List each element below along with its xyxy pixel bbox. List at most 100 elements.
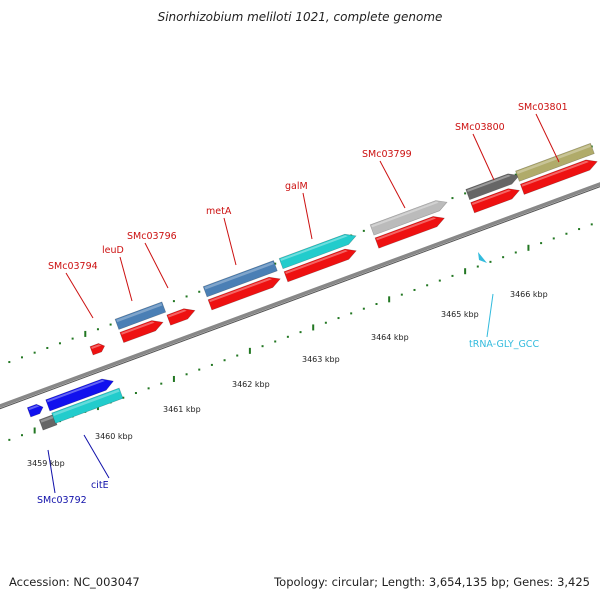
lower-tick-dot bbox=[312, 324, 315, 331]
gene-smc03800 bbox=[465, 173, 520, 201]
gene-cite bbox=[51, 387, 124, 424]
gene-smc03799 bbox=[369, 200, 448, 236]
lower-tick-dot bbox=[388, 296, 391, 303]
cds-smc03801-red bbox=[519, 159, 598, 195]
genome-backbone bbox=[0, 182, 600, 408]
lower-tick-dot bbox=[476, 265, 479, 268]
upper-tick-dot bbox=[274, 262, 277, 265]
gene-smc03801-highlight bbox=[516, 144, 591, 174]
lower-tick-dot bbox=[122, 396, 125, 399]
lower-tick-dot bbox=[514, 251, 517, 254]
cds-smc03792-blue bbox=[45, 378, 114, 412]
cds-smc03796-red-highlight bbox=[168, 309, 187, 318]
cds-smc03794-shape bbox=[89, 343, 106, 356]
gene-label-galm: galM bbox=[285, 181, 308, 192]
label-leader-line bbox=[379, 160, 406, 209]
label-leader-line bbox=[119, 256, 133, 302]
cds-blue-small-shape bbox=[26, 403, 44, 418]
cds-smc03800-red bbox=[470, 188, 521, 214]
kbp-tick-label: 3463 kbp bbox=[302, 355, 340, 364]
gene-label-leud: leuD bbox=[102, 245, 124, 256]
lower-tick-dot bbox=[198, 368, 201, 371]
gene-smc03800-highlight bbox=[467, 174, 511, 192]
cds-smc03796-red bbox=[166, 308, 196, 326]
lower-tick-dot bbox=[464, 268, 467, 275]
kbp-tick-label: 3465 kbp bbox=[441, 310, 479, 319]
lower-tick-dot bbox=[33, 427, 36, 434]
gene-cite-shape bbox=[51, 387, 124, 424]
upper-tick-dot bbox=[84, 330, 87, 337]
lower-tick-dot bbox=[413, 288, 416, 291]
upper-tick-dot bbox=[362, 229, 365, 232]
lower-tick-dot bbox=[147, 387, 150, 390]
lower-tick-dot bbox=[362, 307, 365, 310]
gene-label-cite: citE bbox=[91, 480, 109, 491]
upper-tick-dot bbox=[20, 356, 23, 359]
upper-tick-dot bbox=[109, 323, 112, 326]
label-leader-line bbox=[302, 192, 313, 240]
label-leader-line bbox=[535, 113, 560, 163]
cds-smc03800-red-shape bbox=[470, 188, 521, 214]
cds-smc03800-red-highlight bbox=[471, 189, 512, 206]
lower-tick-dot bbox=[540, 242, 543, 245]
kbp-tick-label: 3464 kbp bbox=[371, 333, 409, 342]
kbp-tick-label: 3461 kbp bbox=[163, 405, 201, 414]
genome-summary-text: Topology: circular; Length: 3,654,135 bp… bbox=[274, 575, 590, 589]
gene-leud-shape bbox=[114, 301, 167, 330]
lower-tick-dot bbox=[236, 354, 239, 357]
kbp-tick-label: 3460 kbp bbox=[95, 432, 133, 441]
label-leader-line bbox=[486, 293, 494, 338]
gene-smc03801 bbox=[515, 142, 595, 182]
lower-tick-dot bbox=[324, 321, 327, 324]
cds-smc03799-red-shape bbox=[374, 216, 445, 249]
gene-cite-highlight bbox=[52, 389, 120, 416]
gene-label-meta: metA bbox=[206, 206, 232, 217]
cds-meta-red-shape bbox=[207, 276, 281, 311]
lower-tick-dot bbox=[286, 335, 289, 338]
genome-backbone-shadow bbox=[0, 186, 600, 410]
gene-label-smc03800: SMc03800 bbox=[455, 122, 505, 133]
lower-tick-dot bbox=[8, 438, 11, 441]
cds-smc03792-blue-highlight bbox=[46, 379, 105, 403]
lower-tick-dot bbox=[223, 359, 226, 362]
lower-tick-dot bbox=[299, 331, 302, 334]
cds-blue-small-highlight bbox=[28, 405, 40, 411]
label-leader-line bbox=[472, 133, 495, 181]
lower-tick-dot bbox=[590, 223, 593, 226]
kbp-tick-label: 3462 kbp bbox=[232, 380, 270, 389]
kbp-tick-label: 3459 kbp bbox=[27, 459, 65, 468]
trna-marker bbox=[478, 252, 487, 263]
upper-tick-dot bbox=[464, 192, 467, 195]
upper-tick-dot bbox=[198, 290, 201, 293]
upper-tick-dot bbox=[590, 145, 593, 148]
label-leader-line bbox=[65, 272, 94, 319]
lower-tick-dot bbox=[248, 347, 251, 354]
gene-label-smc03801: SMc03801 bbox=[518, 102, 568, 113]
gene-smc03800-shape bbox=[465, 173, 520, 201]
label-leader-line bbox=[223, 217, 237, 266]
gene-label-smc03794: SMc03794 bbox=[48, 261, 98, 272]
lower-tick-dot bbox=[134, 392, 137, 395]
cds-smc03801-red-highlight bbox=[521, 160, 589, 187]
gene-smc03801-shape bbox=[515, 142, 595, 182]
lower-tick-dot bbox=[160, 382, 163, 385]
cds-meta-red bbox=[207, 276, 281, 311]
gene-meta bbox=[202, 260, 278, 298]
gene-meta-shape bbox=[202, 260, 278, 298]
upper-tick-dot bbox=[185, 295, 188, 298]
gene-leud-highlight bbox=[116, 303, 163, 323]
gene-smc03799-highlight bbox=[371, 201, 439, 228]
lower-tick-dot bbox=[489, 260, 492, 263]
cds-leud-red-highlight bbox=[121, 321, 155, 335]
cds-leud-red bbox=[119, 320, 164, 344]
cds-smc03794-highlight bbox=[91, 344, 102, 350]
gene-galm-highlight bbox=[280, 235, 348, 261]
upper-tick-dot bbox=[8, 361, 11, 364]
label-leader-line bbox=[47, 449, 56, 494]
lower-tick-dot bbox=[400, 293, 403, 296]
lower-tick-dot bbox=[565, 232, 568, 235]
gene-galm-shape bbox=[278, 233, 357, 270]
label-leader-line bbox=[83, 434, 110, 479]
lower-tick-dot bbox=[210, 363, 213, 366]
